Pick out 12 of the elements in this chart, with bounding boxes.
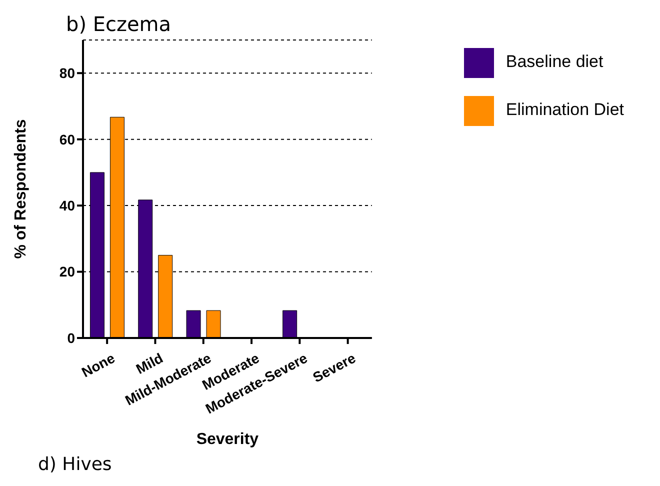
chart-title: b) Eczema bbox=[66, 12, 172, 36]
x-axis-title: Severity bbox=[196, 431, 259, 448]
text: d) Hives bbox=[38, 454, 112, 475]
legend-label: Elimination Diet bbox=[506, 100, 624, 119]
y-tick-label: 0 bbox=[67, 330, 76, 346]
x-tick-label: None bbox=[78, 350, 118, 380]
y-tick-label: 80 bbox=[59, 65, 76, 82]
y-axis-title: % of Respondents bbox=[12, 119, 30, 259]
y-tick-label: 40 bbox=[59, 198, 76, 214]
y-tick-label: 60 bbox=[59, 131, 76, 148]
y-tick-label: 20 bbox=[59, 264, 76, 280]
legend-label: Baseline diet bbox=[506, 52, 604, 71]
